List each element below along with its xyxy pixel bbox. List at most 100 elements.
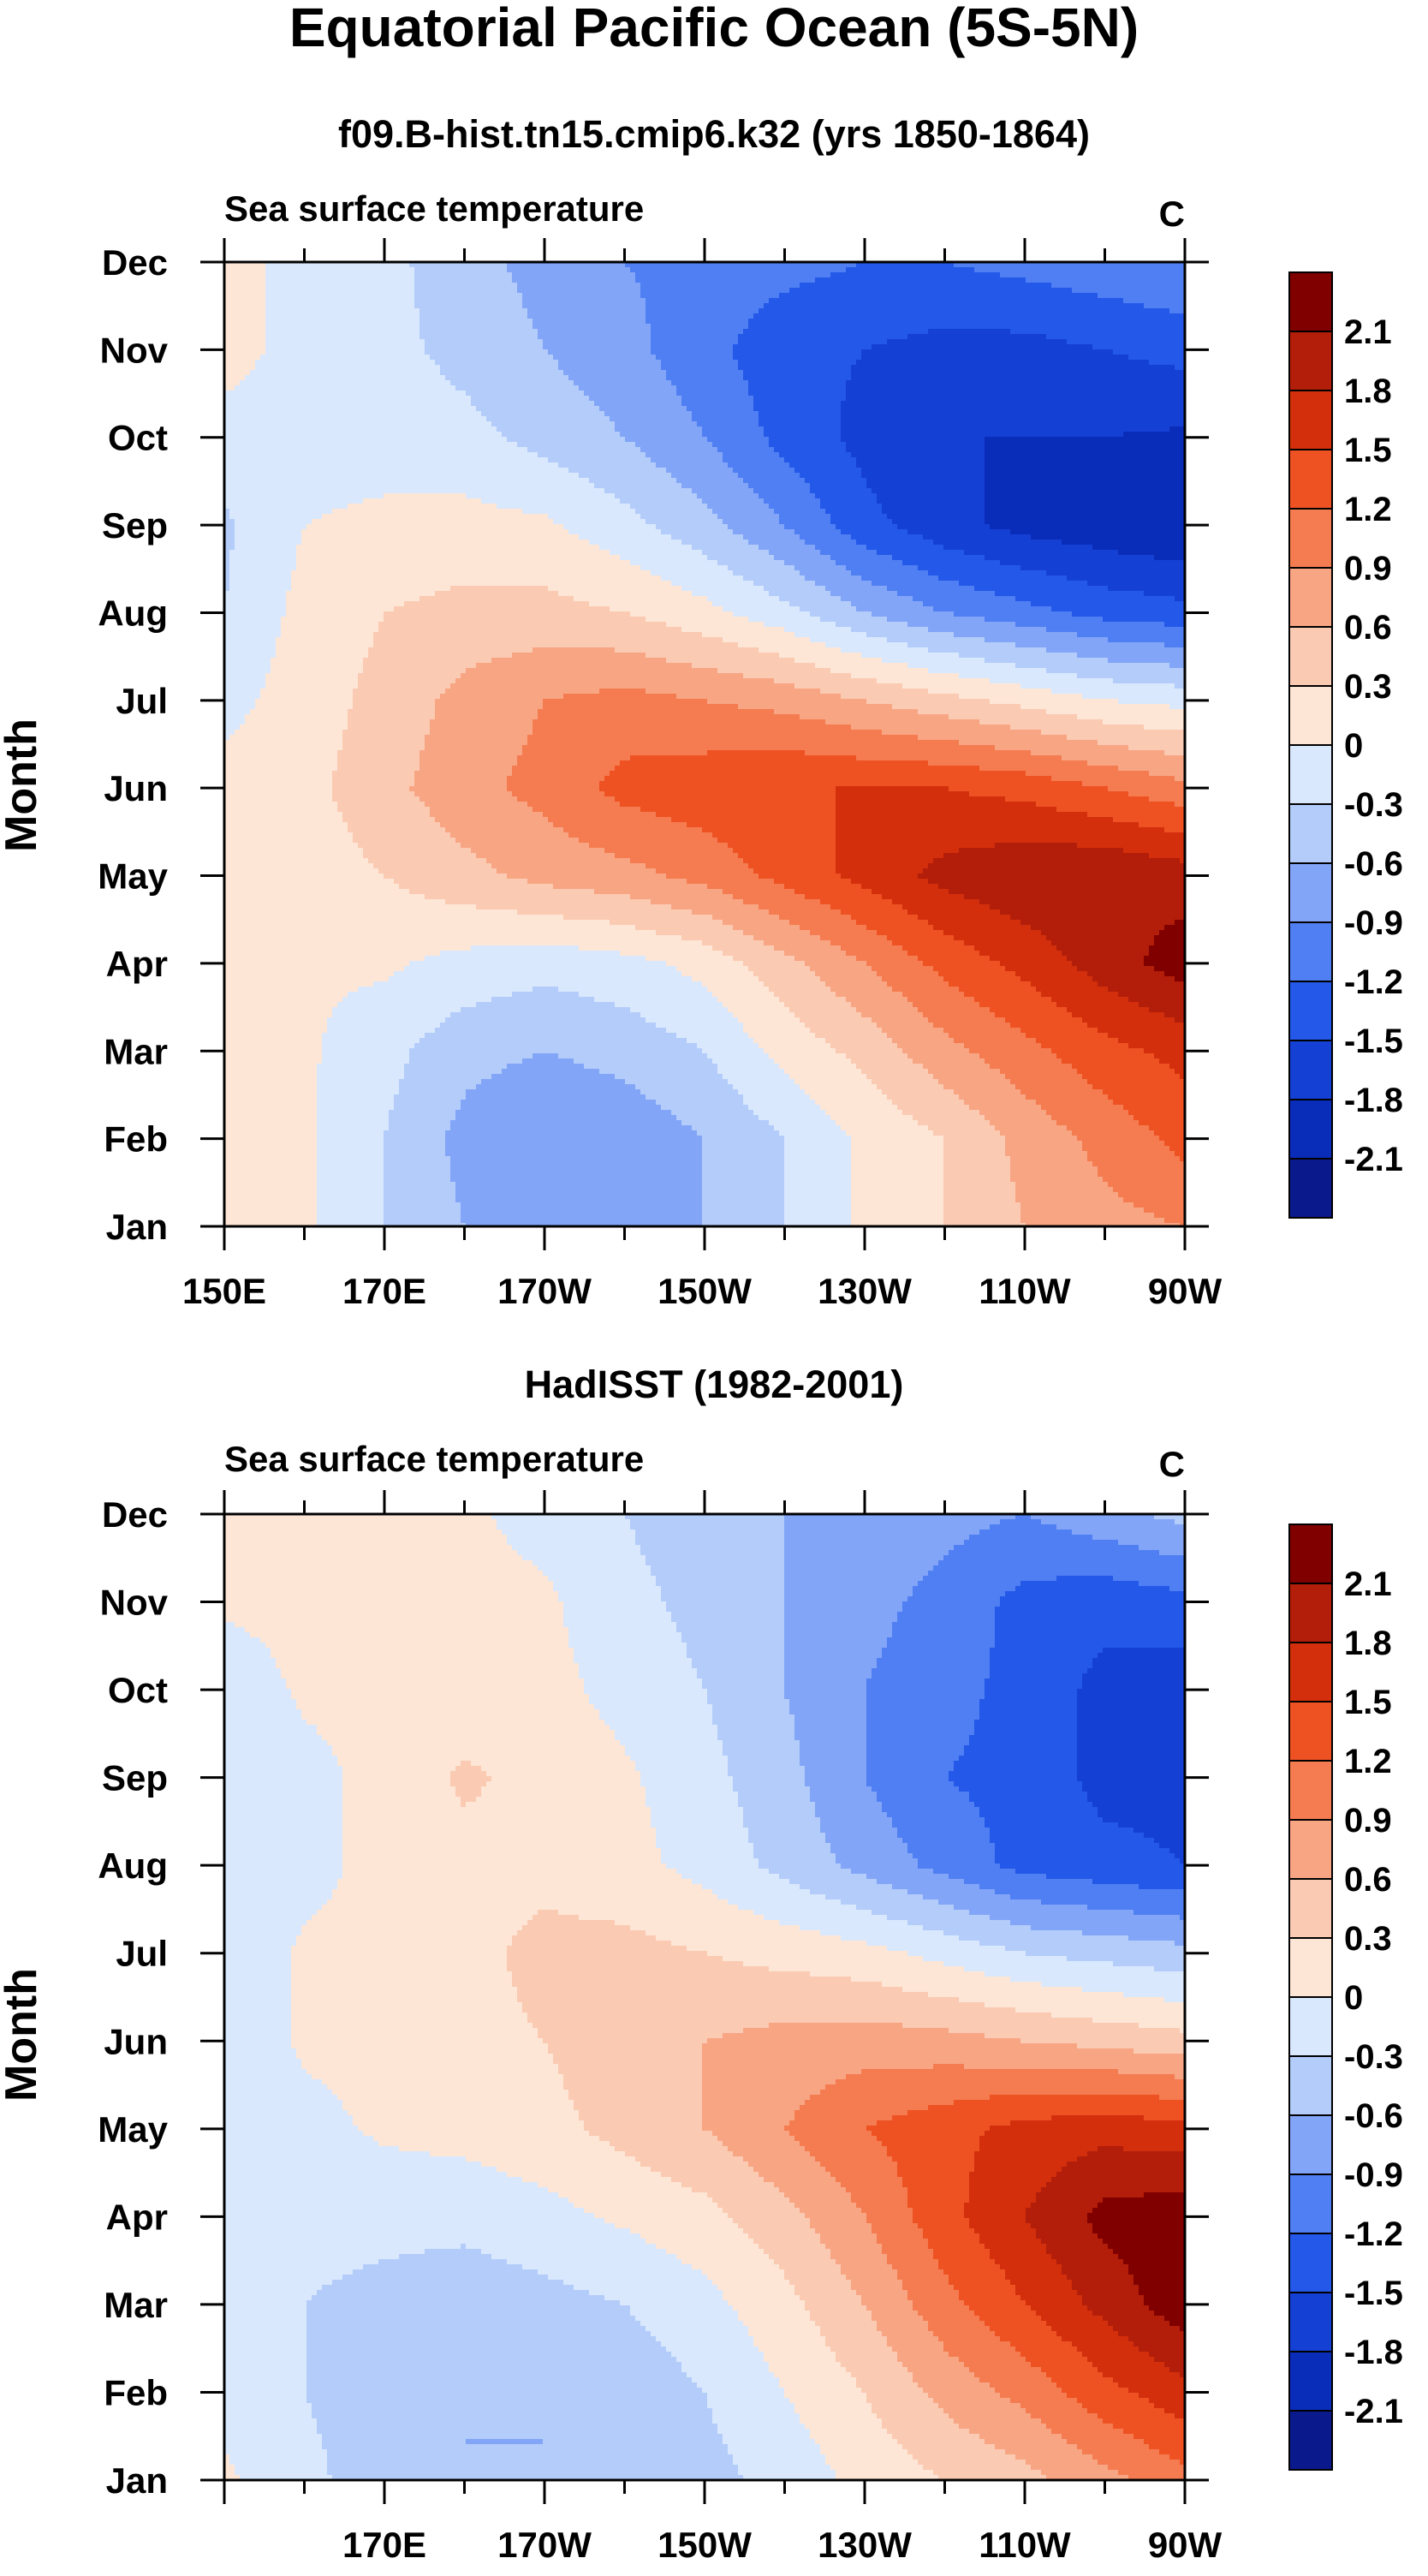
contour-cell (646, 1017, 739, 1023)
contour-cell (1046, 2475, 1129, 2480)
contour-cell (856, 1007, 919, 1013)
contour-cell (681, 971, 754, 977)
contour-cell (897, 1105, 970, 1111)
contour-cell (507, 1961, 744, 1967)
y-tick-label: May (98, 856, 168, 897)
contour-cell (409, 889, 595, 895)
contour-cell (558, 2192, 708, 2198)
contour-cell (697, 2382, 780, 2388)
contour-cell (568, 2090, 703, 2096)
contour-cell (224, 2249, 425, 2255)
contour-cell (646, 1786, 734, 1792)
contour-cell (265, 262, 410, 268)
contour-cell (964, 1100, 1037, 1106)
contour-cell (753, 1848, 831, 1854)
contour-cell (224, 1822, 343, 1828)
contour-cell (1020, 565, 1185, 571)
contour-cell (702, 1884, 800, 1890)
contour-cell (224, 1110, 318, 1116)
contour-cell (1169, 704, 1185, 710)
contour-cell (224, 426, 497, 432)
contour-cell (419, 750, 523, 756)
contour-cell (312, 2403, 708, 2409)
contour-cell (702, 2054, 1185, 2060)
contour-cell (733, 2151, 811, 2157)
contour-cell (800, 1084, 878, 1090)
contour-cell (245, 1627, 569, 1633)
contour-cell (794, 565, 847, 571)
contour-cell (794, 2403, 872, 2409)
contour-cell (332, 786, 410, 792)
contour-cell (764, 981, 826, 987)
contour-cell (224, 2156, 467, 2162)
contour-cell (779, 1130, 847, 1136)
contour-cell (317, 1213, 384, 1219)
contour-cell (224, 2264, 364, 2270)
contour-cell (224, 827, 348, 833)
contour-cell (702, 940, 765, 946)
contour-cell (224, 1735, 323, 1741)
contour-cell (764, 1915, 888, 1921)
contour-cell (1026, 277, 1185, 283)
contour-cell (1139, 2023, 1185, 2029)
contour-cell (800, 1761, 867, 1767)
contour-cell (851, 1146, 944, 1152)
contour-cell (224, 730, 235, 736)
contour-cell (712, 2280, 790, 2286)
contour-cell (892, 1100, 965, 1106)
contour-cell (1010, 1156, 1088, 1162)
contour-cell (1113, 2377, 1185, 2383)
contour-cell (830, 519, 893, 525)
y-tick-label: Jun (104, 2021, 168, 2061)
contour-cell (949, 981, 1032, 987)
contour-cell (1031, 750, 1165, 756)
contour-cell (851, 1208, 944, 1213)
contour-cell (907, 2192, 970, 2198)
contour-cell (995, 1848, 1170, 1854)
contour-cell (810, 2095, 991, 2101)
contour-cell (342, 1797, 461, 1803)
contour-cell (419, 324, 533, 330)
contour-cell (990, 2326, 1052, 2332)
contour-cell (342, 1853, 662, 1859)
contour-cell (1077, 2444, 1150, 2450)
contour-cell (738, 642, 826, 648)
contour-cell (235, 519, 312, 525)
contour-cell (430, 812, 544, 818)
contour-cell (430, 719, 533, 725)
contour-cell (224, 2028, 292, 2034)
contour-cell (800, 473, 862, 479)
contour-cell (784, 1565, 934, 1571)
contour-cell (342, 1838, 657, 1844)
contour-cell (753, 2239, 821, 2245)
contour-cell (543, 704, 739, 710)
contour-cell (836, 786, 949, 792)
contour-cell (1020, 976, 1093, 982)
contour-cell (1005, 1146, 1083, 1152)
contour-cell (841, 647, 929, 653)
contour-cell (1051, 776, 1175, 782)
contour-cell (1092, 545, 1185, 551)
contour-cell (995, 2444, 1078, 2450)
contour-cell (1144, 2300, 1185, 2306)
contour-cell (507, 2259, 682, 2265)
contour-cell (661, 1853, 754, 1859)
contour-cell (440, 370, 564, 376)
contour-cell (224, 2403, 312, 2409)
contour-cell (301, 1925, 523, 1931)
contour-cell (979, 1110, 1047, 1116)
contour-cell (507, 1540, 636, 1546)
contour-cell (466, 391, 585, 397)
contour-cell (990, 1658, 1093, 1664)
contour-cell (1169, 2321, 1185, 2327)
contour-cell (224, 1828, 343, 1834)
contour-cell (574, 2203, 718, 2209)
contour-cell (224, 606, 287, 612)
contour-cell (800, 2208, 862, 2214)
contour-cell (702, 498, 765, 504)
contour-cell (794, 529, 842, 535)
contour-cell (969, 1048, 1052, 1054)
contour-cell (784, 2192, 852, 2198)
contour-cell (224, 1550, 518, 1556)
contour-cell (1046, 2321, 1109, 2327)
